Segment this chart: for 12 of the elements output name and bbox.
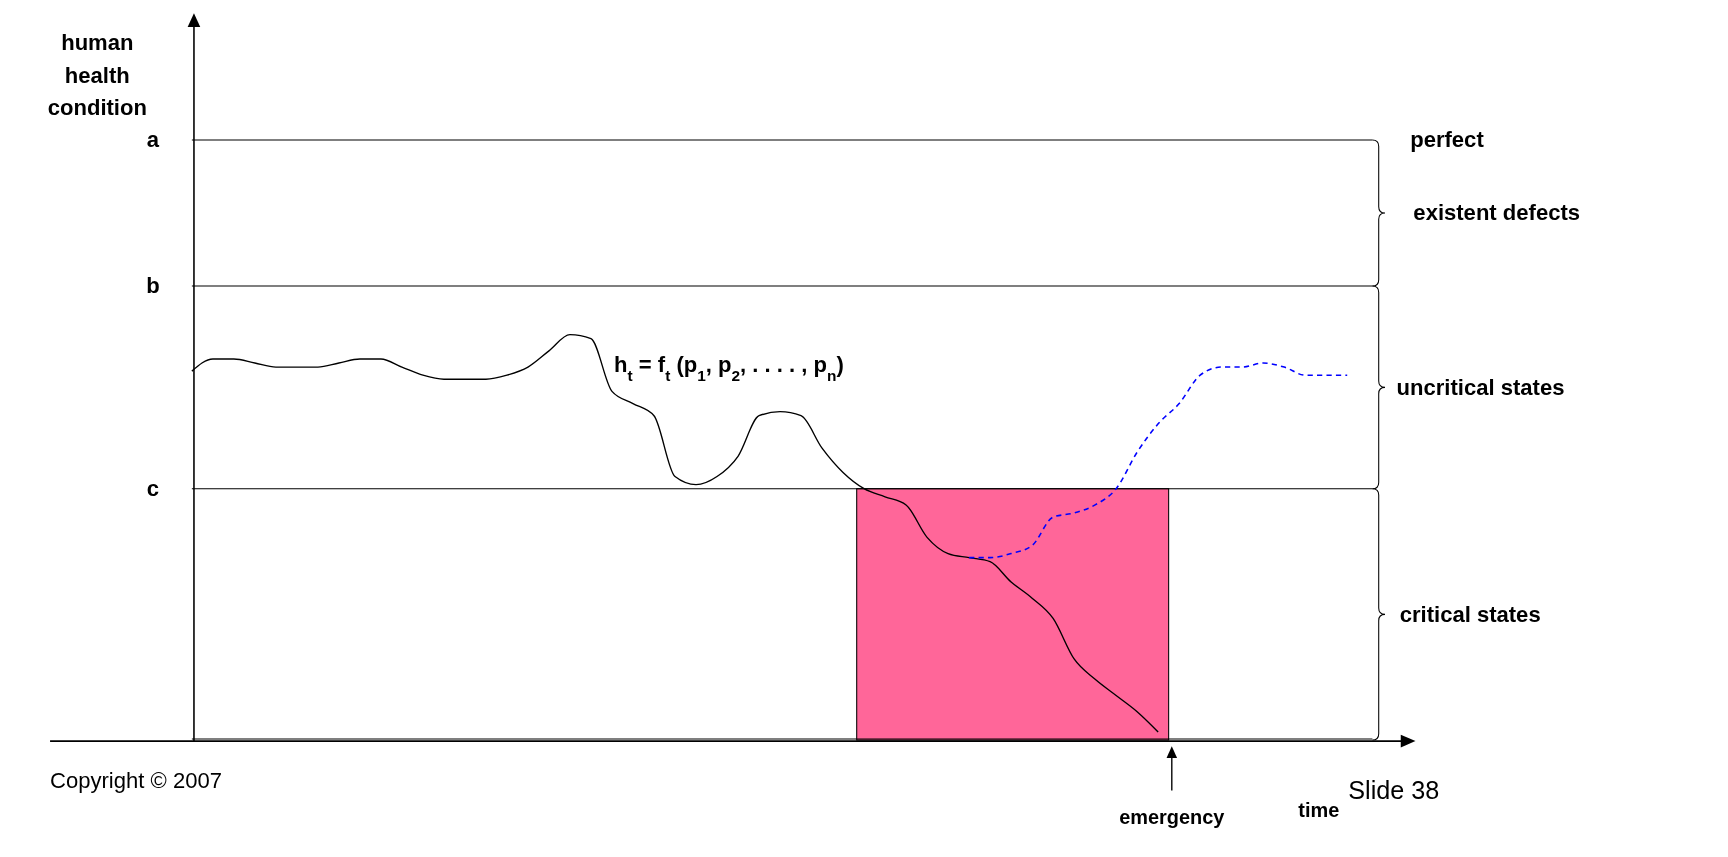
text: Slide 38 [1348,775,1440,804]
text: Copyright © 2007 [50,768,222,794]
text: emergency [1119,806,1225,829]
ref-line-label: c [146,476,160,502]
ref-line-label: b [146,273,160,299]
ref-line-label: a [146,127,160,153]
text: uncritical states [1396,374,1565,400]
text: h$_{t}$ = f$_{t}$ (p$_{1}$, p$_{2}$, . . . . , p$_{n}$) [614,352,844,384]
text: critical states [1399,601,1541,627]
text: perfect [1410,127,1485,153]
text: existent defects [1413,200,1581,226]
x-axis-title: time [1298,798,1340,821]
